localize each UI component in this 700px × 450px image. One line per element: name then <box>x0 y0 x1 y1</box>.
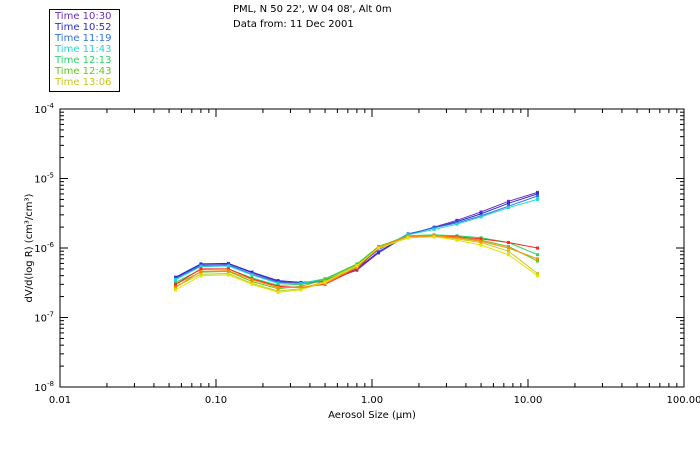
data-point <box>199 274 203 278</box>
data-point <box>479 243 483 247</box>
data-point <box>174 282 177 286</box>
data-point <box>507 199 510 203</box>
legend-entry: Time 11:19 <box>55 33 112 44</box>
data-point <box>299 286 303 289</box>
data-point <box>250 282 254 286</box>
x-axis-label: Aerosol Size (μm) <box>328 410 416 421</box>
y-tick-label: 10-5 <box>34 172 54 186</box>
data-point <box>432 235 436 239</box>
legend-entry: Time 12:43 <box>55 66 112 77</box>
x-tick-label: 1.00 <box>361 395 383 406</box>
data-point <box>455 236 459 240</box>
data-point <box>199 269 203 273</box>
data-point <box>432 226 436 230</box>
data-point <box>250 273 254 277</box>
y-tick-label: 10-4 <box>34 102 54 116</box>
legend-entry: Time 13:06 <box>55 77 112 88</box>
data-point <box>250 280 254 283</box>
data-point <box>276 290 280 294</box>
data-point <box>507 241 510 244</box>
data-point <box>276 286 280 289</box>
data-point <box>226 269 230 273</box>
data-date: Data from: 11 Dec 2001 <box>233 19 354 30</box>
data-point <box>355 264 359 268</box>
legend-entry: Time 11:43 <box>55 44 112 55</box>
data-point <box>276 279 280 283</box>
data-point <box>479 237 483 241</box>
data-point <box>377 250 380 254</box>
legend: Time 10:30 Time 10:52 Time 11:19 Time 11:43… <box>49 9 120 92</box>
data-point <box>479 239 483 243</box>
data-point <box>507 246 510 250</box>
data-point <box>199 265 203 269</box>
data-point <box>276 281 280 285</box>
data-point <box>174 275 177 279</box>
data-point <box>455 238 459 242</box>
y-axis-label: dV/d(log R) (cm³/cm³) <box>24 193 35 302</box>
data-point <box>323 278 327 282</box>
data-point <box>536 197 539 201</box>
data-point <box>536 192 539 196</box>
data-point <box>479 210 483 214</box>
data-point <box>507 201 510 205</box>
y-tick-label: 10-7 <box>34 311 54 325</box>
plot-area <box>59 108 685 388</box>
data-point <box>536 246 539 250</box>
data-point <box>226 264 230 268</box>
data-point <box>199 267 203 271</box>
location-header: PML, N 50 22', W 04 08', Alt 0m <box>233 4 392 15</box>
data-point <box>536 253 539 257</box>
series-line <box>175 234 538 286</box>
data-point <box>536 272 539 275</box>
data-point <box>507 253 510 257</box>
data-point <box>226 261 230 265</box>
data-point <box>432 227 436 231</box>
data-point <box>299 282 303 286</box>
legend-entry: Time 10:52 <box>55 22 112 33</box>
data-point <box>174 280 177 284</box>
data-point <box>479 215 483 219</box>
data-point <box>199 262 203 266</box>
legend-entry: Time 10:30 <box>55 11 112 22</box>
data-point <box>299 288 303 292</box>
legend-entry: Time 12:13 <box>55 55 112 66</box>
data-point <box>355 267 359 271</box>
data-point <box>226 273 230 277</box>
data-point <box>174 286 177 289</box>
data-point <box>250 270 254 274</box>
data-point <box>507 249 510 253</box>
data-point <box>536 274 539 278</box>
data-point <box>536 194 539 198</box>
x-tick-label: 0.01 <box>49 395 71 406</box>
x-tick-label: 100.00 <box>667 395 700 406</box>
data-point <box>174 278 177 282</box>
data-point <box>479 212 483 216</box>
data-point <box>536 259 539 263</box>
data-point <box>455 222 459 226</box>
x-tick-label: 0.10 <box>205 395 227 406</box>
data-point <box>323 280 327 284</box>
y-tick-label: 10-6 <box>34 241 54 255</box>
data-point <box>377 246 380 250</box>
data-point <box>226 267 230 271</box>
y-tick-label: 10-8 <box>34 380 54 394</box>
data-point <box>507 206 510 210</box>
data-point <box>406 235 410 239</box>
x-tick-label: 10.00 <box>514 395 543 406</box>
data-point <box>174 288 177 292</box>
data-point <box>250 278 254 282</box>
data-point <box>536 257 539 261</box>
